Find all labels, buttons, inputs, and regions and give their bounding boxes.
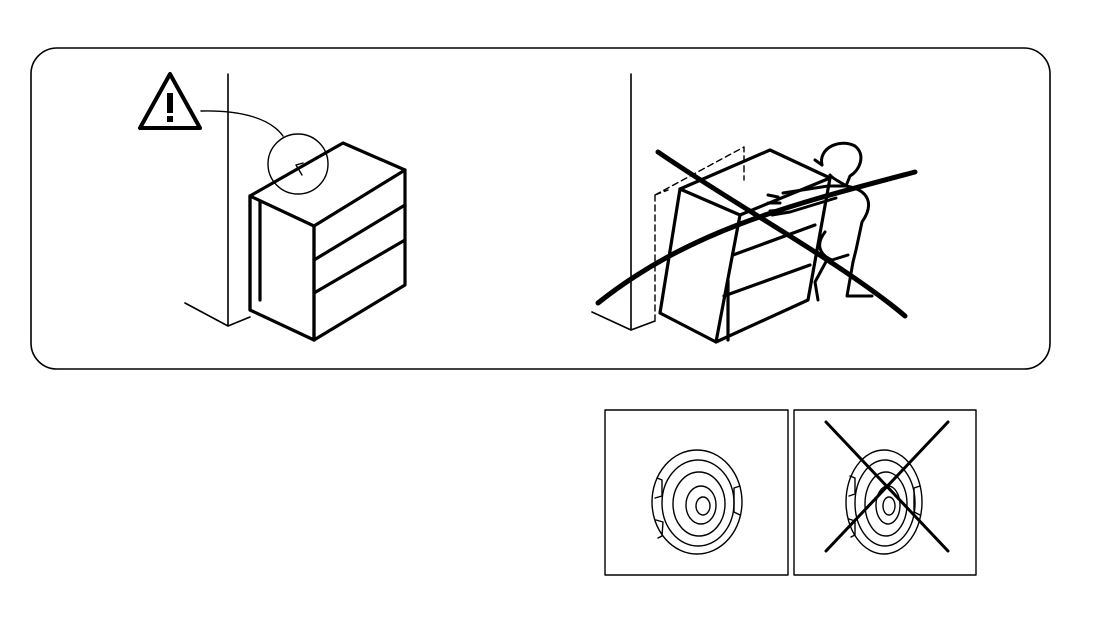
warning-triangle-icon [138,72,202,130]
warning-panel-frame [30,47,1051,370]
wall-line [184,73,251,327]
wall-line-right [591,73,656,331]
shelf-original-position-outline [654,146,745,321]
prohibited-cross-icon [595,149,918,319]
bookshelf-tipping [658,148,832,344]
anchor-bracket-icon [295,162,304,176]
hardware-panel-correct [604,409,789,576]
wall-anchor-disc-icon [651,449,743,555]
x-cross-icon [824,420,950,553]
wall-anchor-disc-icon-rotated [845,449,923,555]
anchor-detail-circle [267,133,329,195]
bookshelf-anchored [248,141,407,342]
hardware-panel-incorrect [793,409,977,576]
callout-leader [200,110,284,137]
right-scene [591,73,918,344]
left-scene [138,72,407,342]
